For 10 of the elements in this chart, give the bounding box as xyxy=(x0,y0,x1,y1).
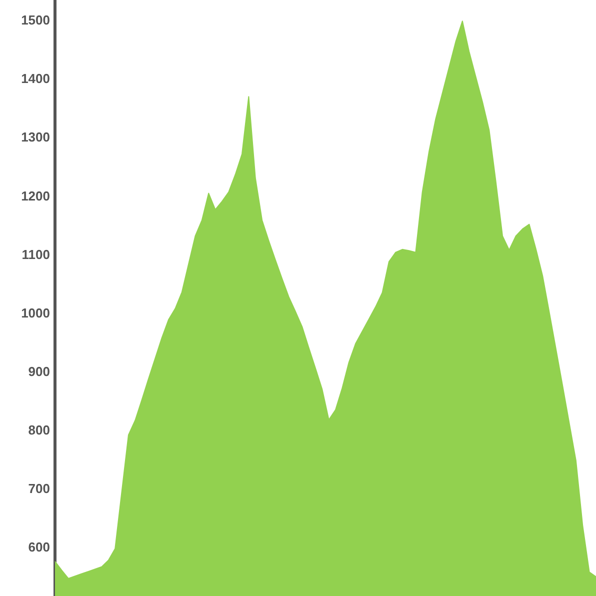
y-tick-label: 700 xyxy=(28,481,50,496)
y-tick-label: 1400 xyxy=(21,71,50,86)
y-tick-label: 800 xyxy=(28,422,50,438)
y-tick-label: 600 xyxy=(28,540,50,555)
y-tick-label: 1200 xyxy=(21,188,50,204)
y-tick-label: 1000 xyxy=(21,305,50,320)
y-tick-label: 1500 xyxy=(21,12,50,28)
y-tick-label: 1300 xyxy=(21,130,50,145)
y-tick-label: 1100 xyxy=(22,246,50,262)
y-tick-label: 900 xyxy=(28,364,50,379)
